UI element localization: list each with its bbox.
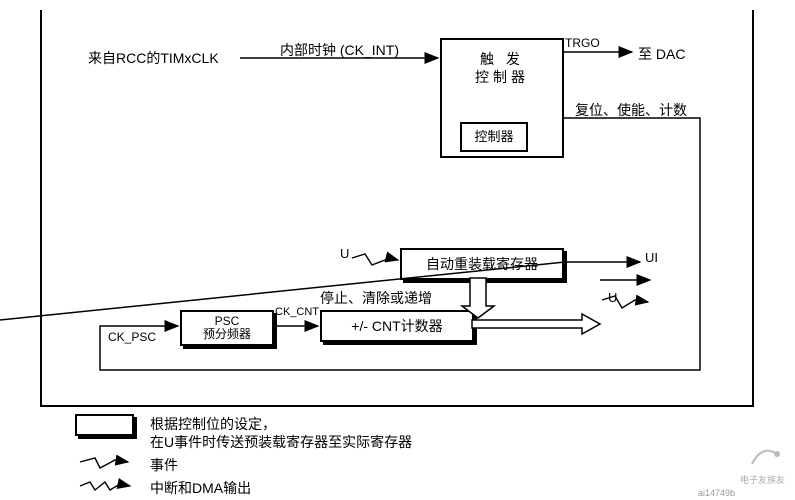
trgo-label: TRGO — [565, 36, 600, 50]
ck-cnt-label: CK_CNT — [275, 306, 319, 318]
legend1b: 在U事件时传送预装载寄存器至实际寄存器 — [150, 432, 412, 452]
psc-box: PSC 预分频器 — [180, 310, 274, 346]
stop-clear-inc-label: 停止、清除或递增 — [320, 288, 432, 308]
u-label-right: U — [608, 290, 617, 305]
ui-label: UI — [645, 250, 658, 265]
legend3: 中断和DMA输出 — [150, 478, 251, 498]
cnt-label: +/- CNT计数器 — [351, 317, 442, 335]
legend1a: 根据控制位的设定， — [150, 414, 276, 434]
u-label-top: U — [340, 246, 349, 261]
auto-reload-box: 自动重装载寄存器 — [400, 248, 564, 280]
ck-psc-label: CK_PSC — [108, 330, 156, 344]
watermark-text: 电子友族友 — [740, 473, 785, 486]
trigger-controller-label-line1: 触 发控制器 — [442, 50, 562, 86]
diagram-frame — [40, 10, 754, 407]
controller-inner-box: 控制器 — [460, 122, 528, 152]
watermark-icon — [747, 439, 787, 472]
controller-inner-label: 控制器 — [474, 129, 513, 146]
input-clk-label: 来自RCC的TIMxCLK — [88, 48, 219, 68]
legend-box — [75, 414, 134, 436]
legend2: 事件 — [150, 455, 178, 475]
to-dac-label: 至 DAC — [638, 44, 685, 64]
int-clk-label: 内部时钟 (CK_INT) — [280, 40, 399, 60]
watermark-code: ai14749b — [698, 488, 735, 498]
auto-reload-label: 自动重装载寄存器 — [426, 255, 538, 273]
cnt-box: +/- CNT计数器 — [320, 310, 474, 342]
psc-bottom-label: 预分频器 — [203, 328, 251, 341]
reset-enable-count-label: 复位、使能、计数 — [575, 100, 687, 120]
